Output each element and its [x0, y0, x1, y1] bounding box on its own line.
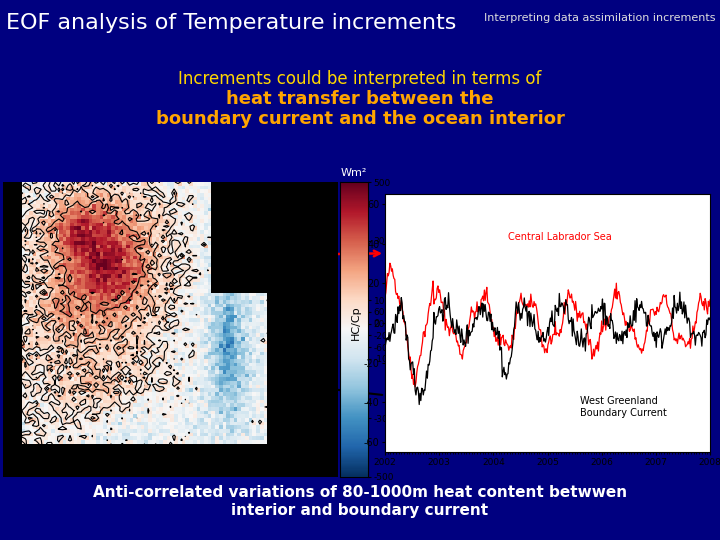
Text: West Greenland
Boundary Current: West Greenland Boundary Current	[580, 396, 667, 418]
Text: boundary current and the ocean interior: boundary current and the ocean interior	[156, 110, 564, 128]
Text: Wm²: Wm²	[341, 168, 367, 178]
Text: interior and boundary current: interior and boundary current	[231, 503, 489, 518]
Text: Mean: Mean	[192, 446, 230, 459]
Text: heat transfer between the: heat transfer between the	[226, 90, 494, 108]
Text: Central Labrador Sea: Central Labrador Sea	[508, 232, 612, 242]
Text: Anti-correlated variations of 80-1000m heat content betwwen: Anti-correlated variations of 80-1000m h…	[93, 485, 627, 500]
Text: EOF analysis of Temperature increments: EOF analysis of Temperature increments	[6, 13, 456, 33]
Y-axis label: HC/Cp: HC/Cp	[351, 306, 361, 340]
Text: Increments could be interpreted in terms of: Increments could be interpreted in terms…	[179, 70, 541, 88]
Text: Interpreting data assimilation increments: Interpreting data assimilation increment…	[484, 13, 715, 23]
